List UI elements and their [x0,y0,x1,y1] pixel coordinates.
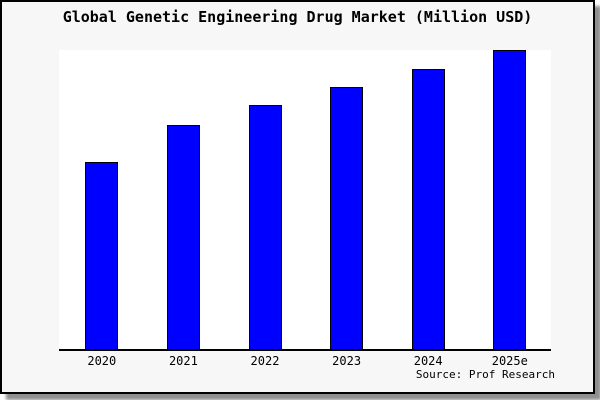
bar-2020 [85,162,119,349]
x-tick-2024: 2024 [413,354,443,368]
bar-2025e [493,50,527,349]
bar-2021 [166,124,200,349]
chart-title: Global Genetic Engineering Drug Market (… [62,8,533,26]
x-tick-2022: 2022 [250,354,280,368]
bar-2023 [330,87,364,349]
plot-area [59,50,551,351]
x-tick-2023: 2023 [332,354,362,368]
x-tick-2020: 2020 [87,354,117,368]
x-tick-2025e: 2025e [491,354,528,368]
source-credit: Source: Prof Research [415,368,555,381]
bar-2022 [248,105,282,349]
x-tick-2021: 2021 [168,354,198,368]
bar-2024 [411,69,445,349]
chart-panel: Global Genetic Engineering Drug Market (… [0,0,595,394]
